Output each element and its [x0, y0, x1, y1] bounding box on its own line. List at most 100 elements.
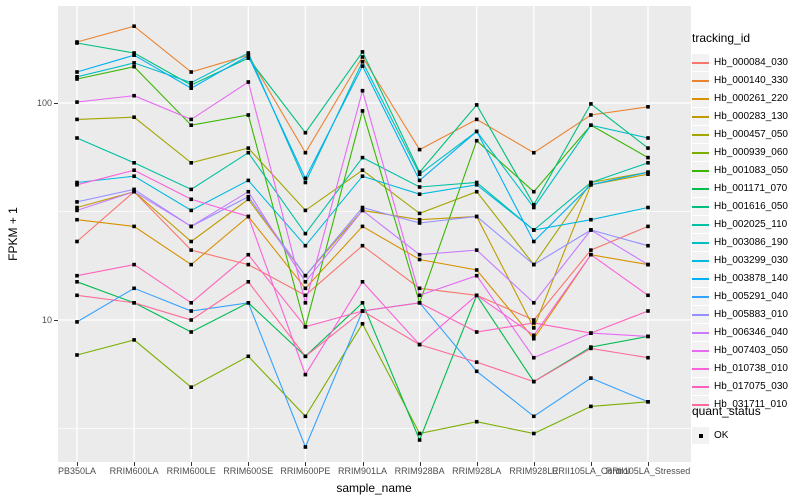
data-point [189, 239, 193, 244]
data-point [189, 80, 193, 85]
data-point [75, 353, 79, 357]
data-point [246, 56, 251, 60]
data-point [360, 168, 365, 172]
legend-item-label: Hb_031711_010 [714, 398, 788, 410]
x-tick-mark [476, 462, 478, 466]
data-point [246, 262, 251, 267]
legend-item: Hb_002025_110 [692, 215, 798, 233]
x-tick-label: RRII105LA_Control [551, 466, 630, 476]
data-point [417, 147, 422, 152]
data-point [189, 123, 193, 127]
data-point [474, 189, 479, 194]
data-point [589, 376, 593, 380]
x-tick-mark [590, 462, 592, 466]
legend-key-box [692, 125, 709, 143]
data-point [474, 268, 479, 272]
legend-key-box [692, 251, 709, 269]
legend-item: Hb_001616_050 [692, 197, 798, 215]
data-point [75, 293, 79, 298]
data-point [417, 217, 422, 222]
x-axis-title: sample_name [336, 481, 412, 495]
data-point [246, 54, 251, 58]
data-point [589, 102, 593, 106]
data-point [189, 187, 193, 192]
data-point [646, 161, 650, 165]
data-point [360, 208, 365, 213]
x-tick-mark [648, 462, 649, 466]
data-point [360, 243, 365, 248]
data-point [75, 180, 79, 185]
data-point [474, 293, 479, 298]
legend-item: Hb_003878_140 [692, 269, 798, 287]
data-point [532, 379, 536, 384]
data-point [75, 41, 79, 45]
data-point [417, 438, 422, 442]
data-point [75, 239, 79, 244]
data-point [246, 51, 251, 55]
legend-key-box [692, 53, 709, 71]
x-tick-mark [533, 462, 535, 466]
y-tick-mark [54, 320, 58, 321]
legend-item: Hb_003299_030 [692, 251, 798, 269]
data-point [303, 273, 308, 278]
legend-item: Hb_003086_190 [692, 233, 798, 251]
data-point [646, 355, 650, 360]
legend-item-label: Hb_000457_050 [714, 128, 788, 140]
legend-line-swatch [692, 205, 709, 208]
legend-line-swatch [692, 151, 709, 154]
data-point [303, 301, 308, 305]
x-tick-mark [362, 462, 364, 466]
x-tick-label: RRIM600SE [223, 466, 274, 476]
chart-canvas [58, 6, 691, 462]
legend-line-swatch [692, 277, 709, 280]
data-point [360, 50, 365, 54]
square-marker-icon [699, 433, 703, 438]
data-point [589, 183, 593, 187]
data-point [532, 336, 536, 341]
y-tick-label: 10 [41, 315, 52, 325]
legend-line-swatch [692, 133, 709, 136]
data-point [360, 205, 365, 210]
legend-line-swatch [692, 97, 709, 100]
data-point [246, 301, 251, 305]
data-point [246, 146, 251, 150]
data-point [532, 202, 536, 207]
legend-item-label: Hb_005291_040 [714, 290, 788, 302]
data-point [474, 138, 479, 143]
x-tick-label: RRIM901LA [337, 466, 388, 476]
data-point [360, 155, 365, 160]
legend-item: Hb_001083_050 [692, 161, 798, 179]
data-point [417, 342, 422, 347]
data-point [532, 318, 536, 322]
data-point [589, 252, 593, 257]
legend-key-box [692, 305, 709, 323]
data-point [75, 70, 79, 74]
y-tick-mark [54, 103, 58, 104]
data-point [589, 113, 593, 117]
data-point [132, 224, 136, 229]
data-point [246, 80, 251, 84]
data-point [246, 197, 251, 202]
legend-item: Hb_000140_330 [692, 71, 798, 89]
legend-key-box [692, 377, 709, 395]
data-point [646, 105, 650, 109]
data-point [589, 180, 593, 185]
data-point [474, 129, 479, 134]
data-point [360, 55, 365, 59]
data-point [189, 301, 193, 305]
data-point [75, 77, 79, 81]
legend-line-swatch [692, 295, 709, 298]
data-point [189, 262, 193, 267]
legend-item-label: Hb_005883_010 [714, 308, 788, 320]
data-point [246, 214, 251, 219]
data-point [474, 103, 479, 107]
legend-key-box [692, 143, 709, 161]
data-point [303, 325, 308, 329]
legend-item-label: Hb_000140_330 [714, 74, 788, 86]
legend-line-swatch [692, 403, 709, 406]
data-point [75, 136, 79, 140]
data-point [75, 280, 79, 284]
legend-item: Hb_031711_010 [692, 395, 798, 413]
data-point [646, 205, 650, 210]
data-point [75, 75, 79, 79]
